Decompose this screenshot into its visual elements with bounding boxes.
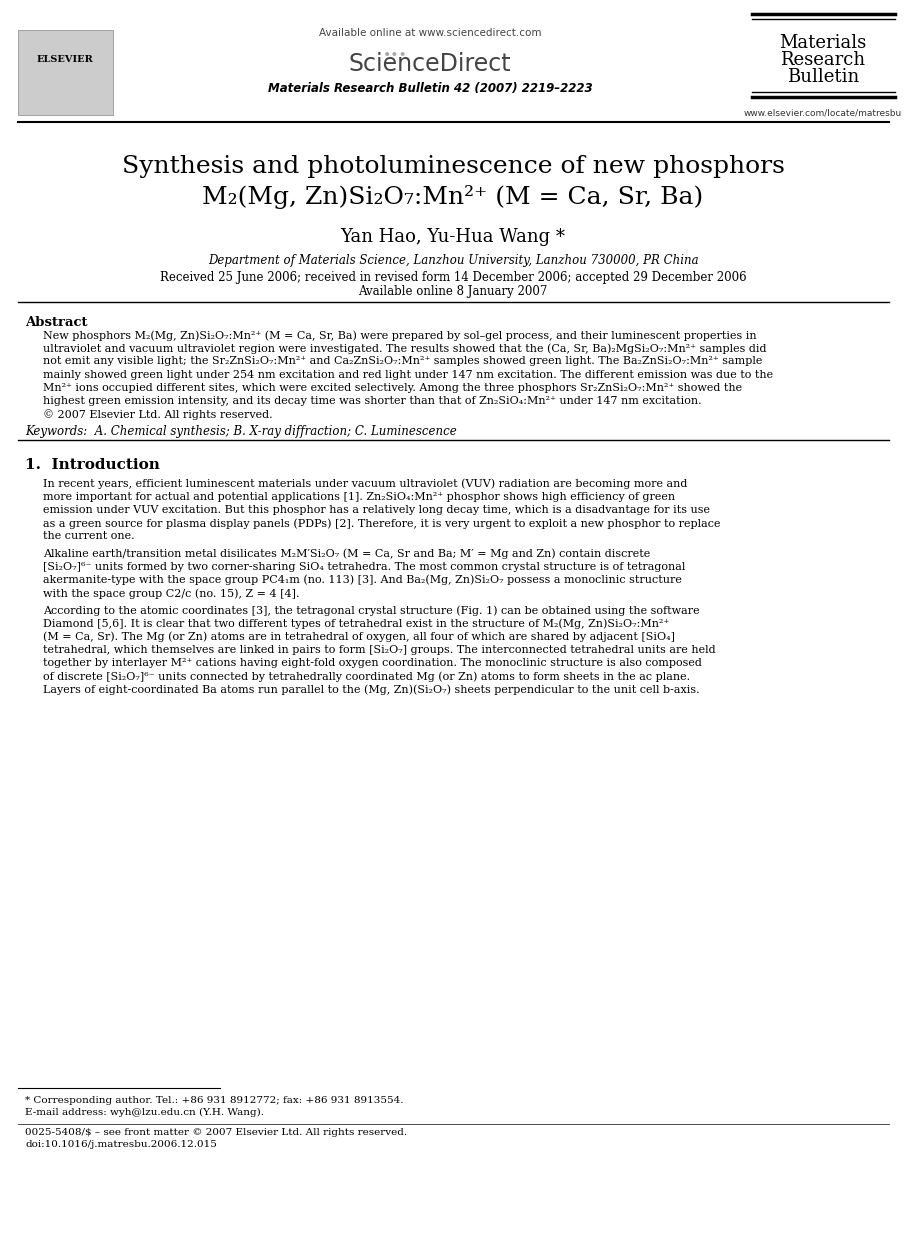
Text: highest green emission intensity, and its decay time was shorter than that of Zn: highest green emission intensity, and it… xyxy=(43,396,702,406)
Text: www.elsevier.com/locate/matresbu: www.elsevier.com/locate/matresbu xyxy=(744,108,902,118)
Text: Materials Research Bulletin 42 (2007) 2219–2223: Materials Research Bulletin 42 (2007) 22… xyxy=(268,82,592,95)
Text: mainly showed green light under 254 nm excitation and red light under 147 nm exc: mainly showed green light under 254 nm e… xyxy=(43,370,773,380)
Text: Abstract: Abstract xyxy=(25,316,87,329)
Text: the current one.: the current one. xyxy=(43,531,134,541)
Text: * Corresponding author. Tel.: +86 931 8912772; fax: +86 931 8913554.: * Corresponding author. Tel.: +86 931 89… xyxy=(25,1096,404,1106)
Text: Mn²⁺ ions occupied different sites, which were excited selectively. Among the th: Mn²⁺ ions occupied different sites, whic… xyxy=(43,383,742,392)
Text: doi:10.1016/j.matresbu.2006.12.015: doi:10.1016/j.matresbu.2006.12.015 xyxy=(25,1140,217,1149)
Text: E-mail address: wyh@lzu.edu.cn (Y.H. Wang).: E-mail address: wyh@lzu.edu.cn (Y.H. Wan… xyxy=(25,1108,264,1117)
Text: New phosphors M₂(Mg, Zn)Si₂O₇:Mn²⁺ (M = Ca, Sr, Ba) were prepared by sol–gel pro: New phosphors M₂(Mg, Zn)Si₂O₇:Mn²⁺ (M = … xyxy=(43,331,756,340)
Text: with the space group C2/c (no. 15), Z = 4 [4].: with the space group C2/c (no. 15), Z = … xyxy=(43,588,299,598)
Text: tetrahedral, which themselves are linked in pairs to form [Si₂O₇] groups. The in: tetrahedral, which themselves are linked… xyxy=(43,645,716,655)
Text: Synthesis and photoluminescence of new phosphors: Synthesis and photoluminescence of new p… xyxy=(122,155,785,178)
Text: as a green source for plasma display panels (PDPs) [2]. Therefore, it is very ur: as a green source for plasma display pan… xyxy=(43,517,720,529)
Text: Department of Materials Science, Lanzhou University, Lanzhou 730000, PR China: Department of Materials Science, Lanzhou… xyxy=(208,254,698,267)
Text: M₂(Mg, Zn)Si₂O₇:Mn²⁺ (M = Ca, Sr, Ba): M₂(Mg, Zn)Si₂O₇:Mn²⁺ (M = Ca, Sr, Ba) xyxy=(202,184,704,209)
Text: In recent years, efficient luminescent materials under vacuum ultraviolet (VUV) : In recent years, efficient luminescent m… xyxy=(43,478,688,489)
Text: together by interlayer M²⁺ cations having eight-fold oxygen coordination. The mo: together by interlayer M²⁺ cations havin… xyxy=(43,659,702,669)
Text: not emit any visible light; the Sr₂ZnSi₂O₇:Mn²⁺ and Ca₂ZnSi₂O₇:Mn²⁺ samples show: not emit any visible light; the Sr₂ZnSi₂… xyxy=(43,357,763,366)
Text: more important for actual and potential applications [1]. Zn₂SiO₄:Mn²⁺ phosphor : more important for actual and potential … xyxy=(43,491,675,501)
Text: [Si₂O₇]⁶⁻ units formed by two corner-sharing SiO₄ tetrahedra. The most common cr: [Si₂O₇]⁶⁻ units formed by two corner-sha… xyxy=(43,562,686,572)
Text: Materials: Materials xyxy=(779,33,866,52)
Text: ELSEVIER: ELSEVIER xyxy=(36,56,93,64)
Text: Bulletin: Bulletin xyxy=(787,68,859,85)
Text: (M = Ca, Sr). The Mg (or Zn) atoms are in tetrahedral of oxygen, all four of whi: (M = Ca, Sr). The Mg (or Zn) atoms are i… xyxy=(43,631,675,643)
Text: Research: Research xyxy=(780,51,865,69)
Text: Layers of eight-coordinated Ba atoms run parallel to the (Mg, Zn)(Si₂O₇) sheets : Layers of eight-coordinated Ba atoms run… xyxy=(43,685,699,695)
Text: 0025-5408/$ – see front matter © 2007 Elsevier Ltd. All rights reserved.: 0025-5408/$ – see front matter © 2007 El… xyxy=(25,1128,407,1136)
Text: •••: ••• xyxy=(383,48,407,62)
Text: ultraviolet and vacuum ultraviolet region were investigated. The results showed : ultraviolet and vacuum ultraviolet regio… xyxy=(43,343,766,354)
Text: Available online at www.sciencedirect.com: Available online at www.sciencedirect.co… xyxy=(318,28,541,38)
Text: Alkaline earth/transition metal disilicates M₂M′Si₂O₇ (M = Ca, Sr and Ba; M′ = M: Alkaline earth/transition metal disilica… xyxy=(43,548,650,560)
Text: Keywords:  A. Chemical synthesis; B. X-ray diffraction; C. Luminescence: Keywords: A. Chemical synthesis; B. X-ra… xyxy=(25,426,457,438)
Text: Yan Hao, Yu-Hua Wang *: Yan Hao, Yu-Hua Wang * xyxy=(340,228,565,246)
Text: akermanite-type with the space group PС4₁m (no. 113) [3]. And Ba₂(Mg, Zn)Si₂O₇ p: akermanite-type with the space group PС4… xyxy=(43,574,682,586)
Text: of discrete [Si₂O₇]⁶⁻ units connected by tetrahedrally coordinated Mg (or Zn) at: of discrete [Si₂O₇]⁶⁻ units connected by… xyxy=(43,671,690,682)
Text: © 2007 Elsevier Ltd. All rights reserved.: © 2007 Elsevier Ltd. All rights reserved… xyxy=(43,410,273,420)
Text: ScienceDirect: ScienceDirect xyxy=(348,52,512,76)
Text: Diamond [5,6]. It is clear that two different types of tetrahedral exist in the : Diamond [5,6]. It is clear that two diff… xyxy=(43,619,669,629)
Text: emission under VUV excitation. But this phosphor has a relatively long decay tim: emission under VUV excitation. But this … xyxy=(43,505,710,515)
Text: Available online 8 January 2007: Available online 8 January 2007 xyxy=(358,285,548,298)
Text: 1.  Introduction: 1. Introduction xyxy=(25,458,160,473)
Bar xyxy=(18,30,113,115)
Text: According to the atomic coordinates [3], the tetragonal crystal structure (Fig. : According to the atomic coordinates [3],… xyxy=(43,605,699,615)
Text: Received 25 June 2006; received in revised form 14 December 2006; accepted 29 De: Received 25 June 2006; received in revis… xyxy=(160,271,746,284)
